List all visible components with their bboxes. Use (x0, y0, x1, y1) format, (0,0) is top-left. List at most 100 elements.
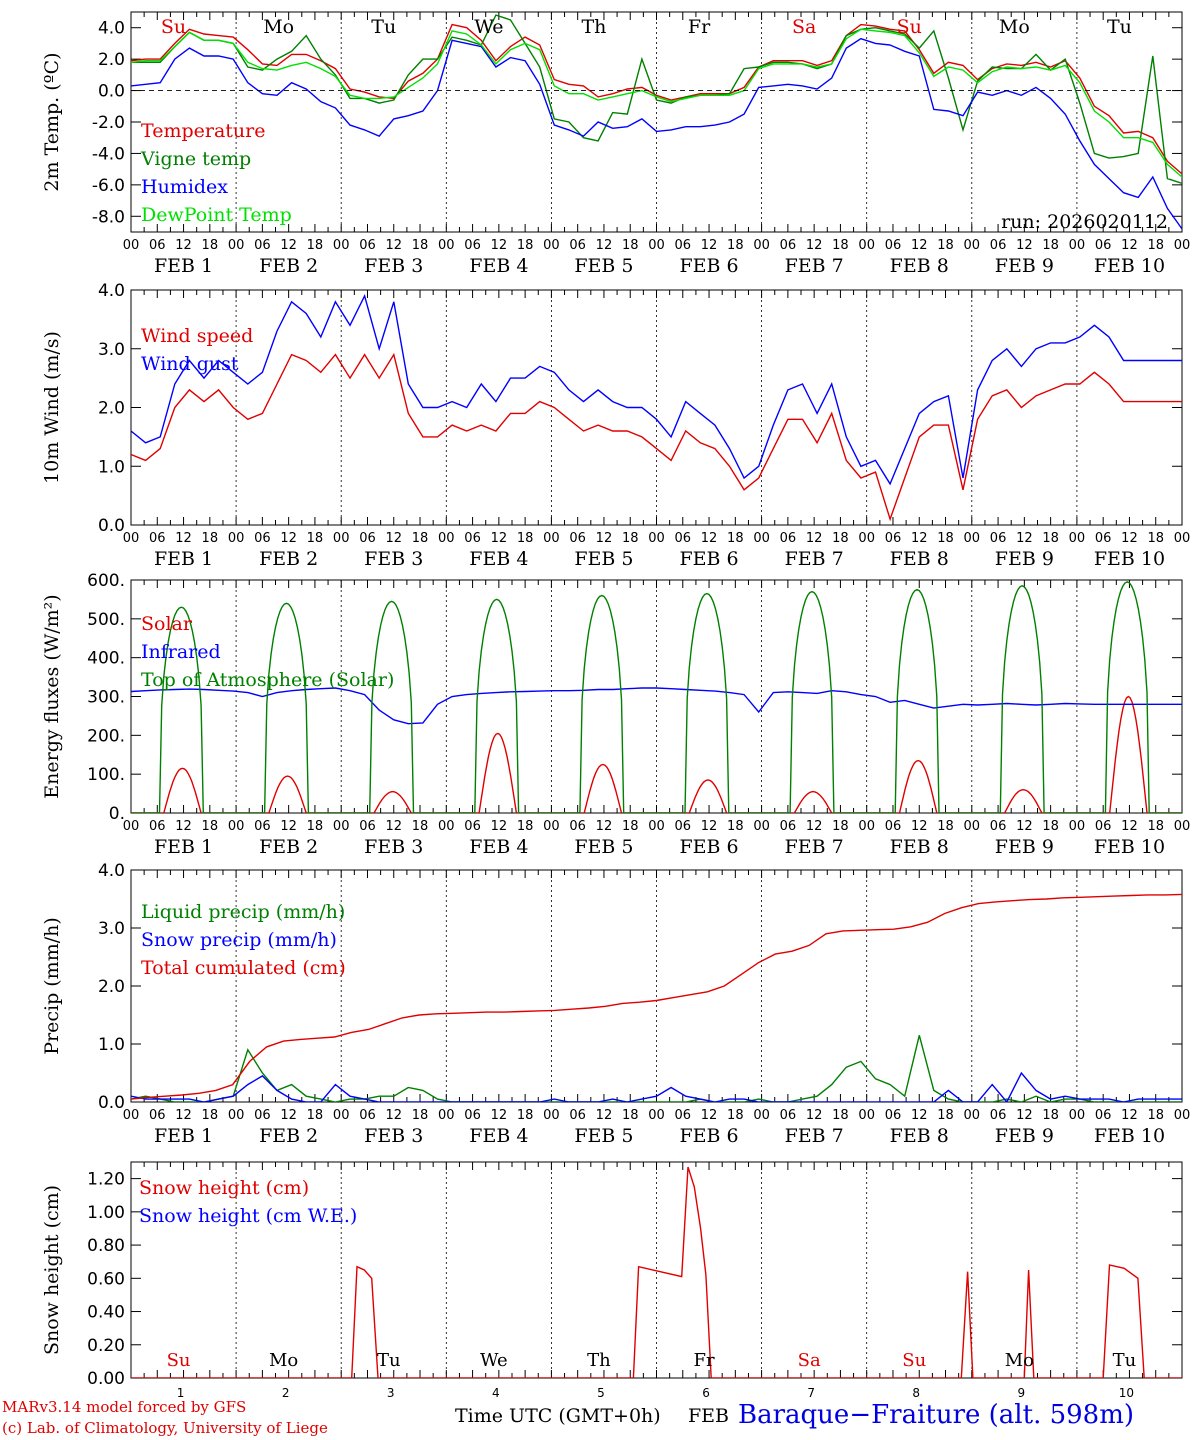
x-hour-label: 00 (123, 238, 140, 253)
x-hour-label: 12 (1121, 238, 1138, 253)
legend-entry: Snow precip (mm/h) (141, 929, 337, 951)
legend-entry: Vigne temp (140, 148, 251, 170)
x-hour-label: 06 (675, 1108, 692, 1123)
x-hour-label: 00 (753, 238, 770, 253)
x-hour-label: 12 (596, 819, 613, 834)
x-hour-label: 00 (753, 1108, 770, 1123)
legend-entry: DewPoint Temp (141, 204, 292, 226)
y-tick-label: 3.0 (98, 919, 125, 939)
x-hour-label: 12 (806, 238, 823, 253)
x-hour-label: 12 (491, 238, 508, 253)
x-date-label: FEB 8 (890, 836, 949, 858)
x-hour-label: 18 (1147, 819, 1164, 834)
series-line (131, 1035, 1182, 1102)
bottom-day-name: Tu (1113, 1350, 1137, 1371)
x-hour-label: 00 (648, 1108, 665, 1123)
bottom-day-name: Th (587, 1350, 611, 1371)
series-line (131, 28, 1182, 178)
bottom-day-number: 9 (1018, 1386, 1026, 1400)
y-tick-label: 500. (87, 610, 125, 630)
x-date-label: FEB 6 (679, 548, 738, 570)
x-hour-label: 12 (280, 531, 297, 546)
x-hour-label: 06 (569, 1108, 586, 1123)
x-hour-label: 18 (1042, 819, 1059, 834)
x-hour-label: 00 (333, 819, 350, 834)
x-hour-label: 12 (491, 531, 508, 546)
x-hour-label: 12 (911, 238, 928, 253)
x-hour-label: 12 (280, 238, 297, 253)
model-credit: MARv3.14 model forced by GFS (2, 1398, 247, 1416)
x-hour-label: 06 (990, 238, 1007, 253)
x-hour-label: 12 (701, 531, 718, 546)
y-tick-label: 100. (87, 765, 125, 785)
x-hour-label: 00 (228, 1108, 245, 1123)
x-hour-label: 06 (149, 1108, 166, 1123)
x-hour-label: 06 (990, 819, 1007, 834)
y-tick-label: 2.0 (98, 977, 125, 997)
x-hour-label: 06 (569, 531, 586, 546)
x-hour-label: 18 (1042, 238, 1059, 253)
x-hour-label: 06 (149, 531, 166, 546)
x-hour-label: 00 (858, 1108, 875, 1123)
x-hour-label: 00 (964, 1108, 981, 1123)
bottom-day-number: 10 (1119, 1386, 1134, 1400)
y-tick-label: 0.0 (98, 1093, 125, 1113)
x-date-label: FEB 4 (469, 1125, 528, 1147)
x-hour-label: 06 (359, 238, 376, 253)
x-date-label: FEB 9 (995, 836, 1054, 858)
y-axis-label: Precip (mm/h) (41, 917, 63, 1055)
x-date-label: FEB 2 (259, 836, 318, 858)
day-name: Su (161, 16, 186, 38)
x-date-label: FEB 5 (574, 1125, 633, 1147)
x-hour-label: 18 (1042, 531, 1059, 546)
bottom-day-number: 3 (387, 1386, 395, 1400)
x-hour-label: 00 (1174, 531, 1191, 546)
x-date-label: FEB 2 (259, 548, 318, 570)
x-date-label: FEB 3 (364, 255, 423, 277)
bottom-day-number: 2 (282, 1386, 290, 1400)
x-hour-label: 12 (701, 238, 718, 253)
x-hour-label: 06 (780, 238, 797, 253)
x-hour-label: 18 (832, 238, 849, 253)
x-hour-label: 18 (307, 238, 324, 253)
legend-entry: Snow height (cm W.E.) (139, 1205, 357, 1227)
x-hour-label: 18 (622, 1108, 639, 1123)
x-date-label: FEB 6 (679, 836, 738, 858)
month-label: FEB (688, 1405, 730, 1427)
y-tick-label: -6.0 (92, 176, 125, 196)
x-hour-label: 12 (701, 1108, 718, 1123)
y-tick-label: -2.0 (92, 113, 125, 133)
y-tick-label: 0.0 (98, 82, 125, 102)
x-hour-label: 00 (1069, 1108, 1086, 1123)
x-date-label: FEB 5 (574, 548, 633, 570)
x-hour-label: 18 (307, 819, 324, 834)
day-name: Su (897, 16, 922, 38)
x-date-label: FEB 10 (1094, 836, 1165, 858)
x-hour-label: 18 (412, 531, 429, 546)
x-date-label: FEB 6 (679, 1125, 738, 1147)
series-line (131, 352, 1182, 522)
x-date-label: FEB 1 (154, 548, 213, 570)
x-hour-label: 12 (701, 819, 718, 834)
day-name: Tu (371, 16, 396, 38)
legend-entry: Wind gust (141, 353, 239, 375)
x-date-label: FEB 10 (1094, 548, 1165, 570)
x-hour-label: 00 (438, 531, 455, 546)
x-hour-label: 18 (622, 819, 639, 834)
x-hour-label: 06 (464, 531, 481, 546)
x-hour-label: 18 (622, 238, 639, 253)
x-hour-label: 18 (517, 819, 534, 834)
y-tick-label: 0. (109, 804, 125, 824)
series-line (131, 893, 1182, 1100)
x-hour-label: 00 (1174, 819, 1191, 834)
x-hour-label: 06 (675, 819, 692, 834)
y-tick-label: -8.0 (92, 207, 125, 227)
x-hour-label: 18 (1147, 1108, 1164, 1123)
x-hour-label: 00 (648, 531, 665, 546)
y-tick-label: 0.80 (87, 1236, 125, 1256)
legend-entry: Top of Atmosphere (Solar) (141, 669, 394, 691)
x-hour-label: 06 (359, 819, 376, 834)
x-hour-label: 18 (727, 531, 744, 546)
series-line (131, 695, 1182, 813)
x-hour-label: 12 (280, 1108, 297, 1123)
